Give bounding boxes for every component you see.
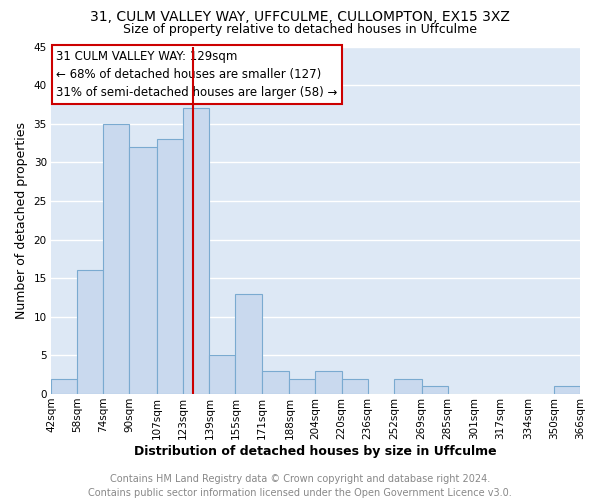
Bar [554, 386, 580, 394]
Bar [209, 356, 235, 394]
X-axis label: Distribution of detached houses by size in Uffculme: Distribution of detached houses by size … [134, 444, 497, 458]
Bar [394, 378, 422, 394]
Bar [51, 378, 77, 394]
Bar [103, 124, 130, 394]
Bar [316, 371, 341, 394]
Bar [183, 108, 209, 394]
Text: Size of property relative to detached houses in Uffculme: Size of property relative to detached ho… [123, 22, 477, 36]
Bar [235, 294, 262, 394]
Text: 31, CULM VALLEY WAY, UFFCULME, CULLOMPTON, EX15 3XZ: 31, CULM VALLEY WAY, UFFCULME, CULLOMPTO… [90, 10, 510, 24]
Bar [130, 147, 157, 394]
Text: 31 CULM VALLEY WAY: 129sqm
← 68% of detached houses are smaller (127)
31% of sem: 31 CULM VALLEY WAY: 129sqm ← 68% of deta… [56, 50, 338, 99]
Y-axis label: Number of detached properties: Number of detached properties [15, 122, 28, 319]
Bar [77, 270, 103, 394]
Bar [262, 371, 289, 394]
Bar [422, 386, 448, 394]
Bar [289, 378, 316, 394]
Text: Contains HM Land Registry data © Crown copyright and database right 2024.
Contai: Contains HM Land Registry data © Crown c… [88, 474, 512, 498]
Bar [341, 378, 368, 394]
Bar [157, 139, 183, 394]
